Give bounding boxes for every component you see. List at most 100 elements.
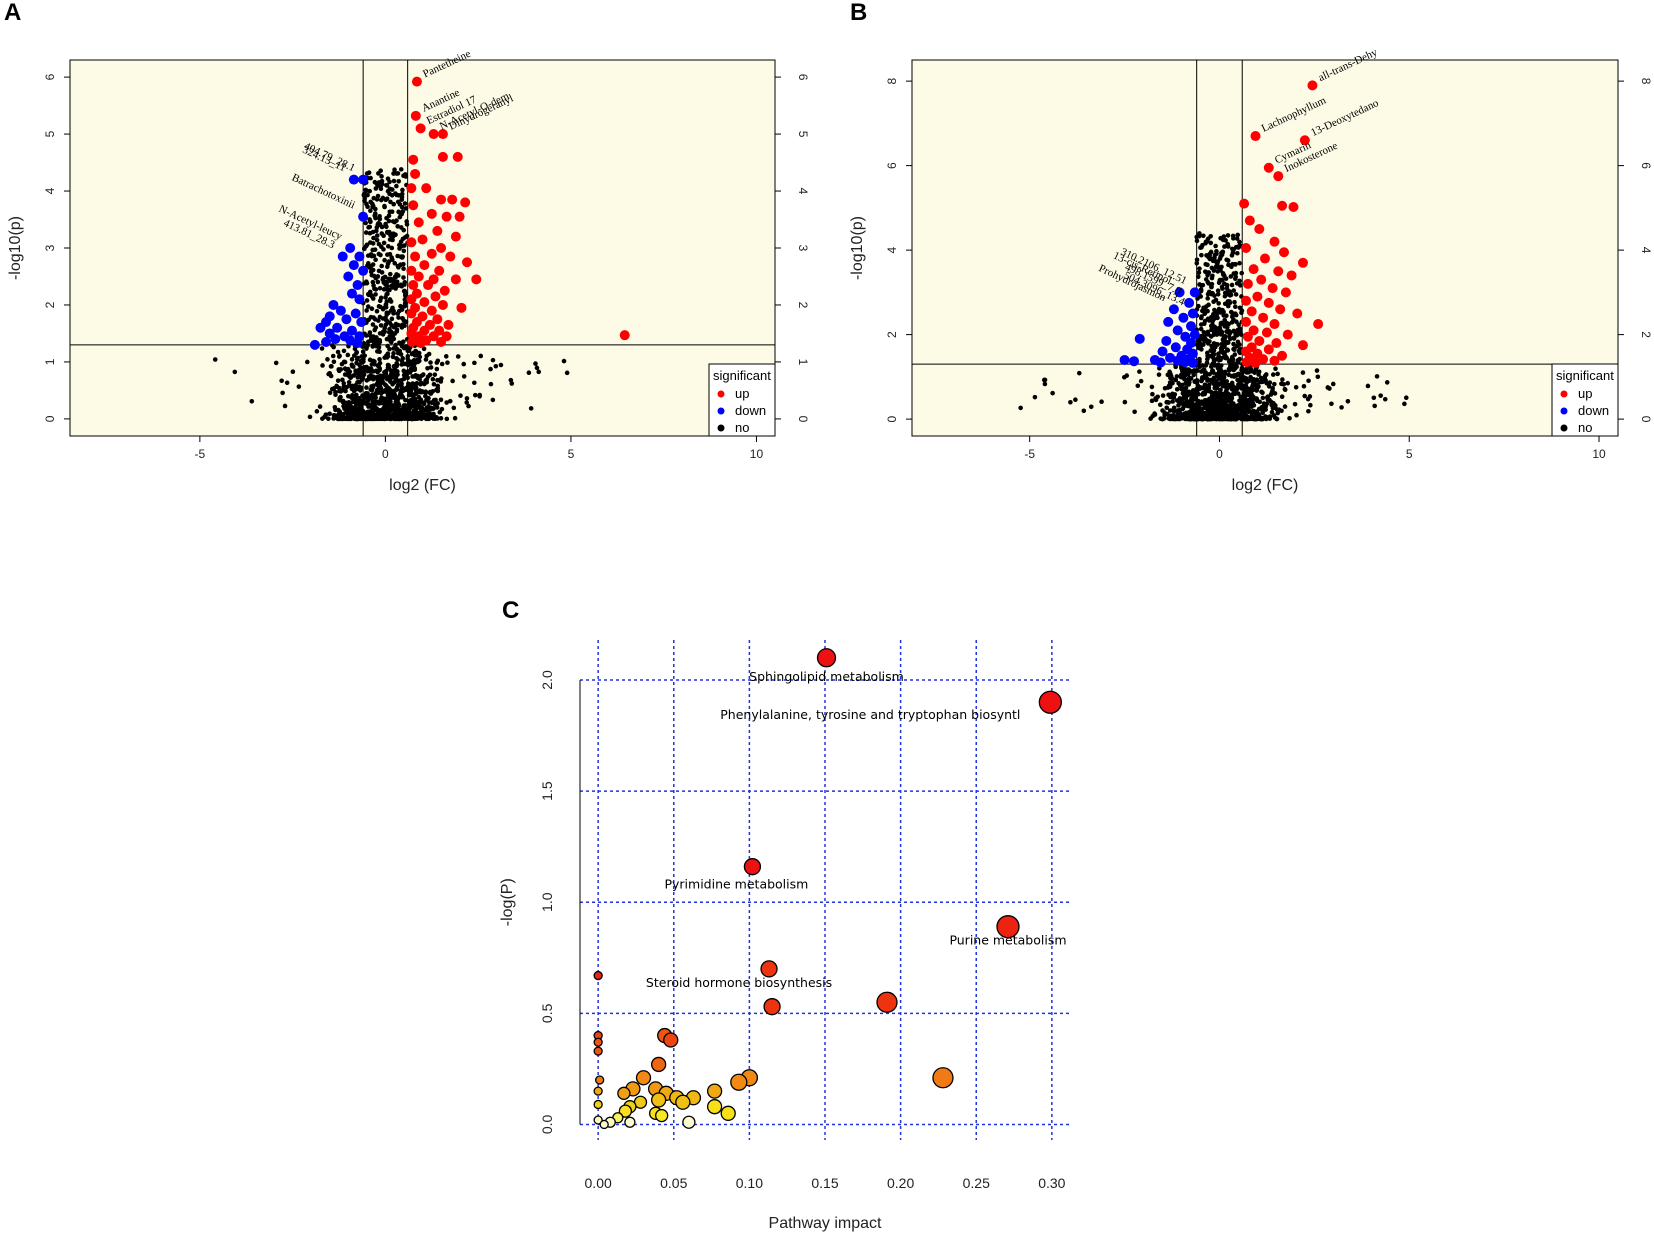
- point-no: [427, 406, 433, 411]
- point-no: [418, 397, 424, 402]
- point-no: [428, 360, 433, 365]
- point-no: [472, 380, 477, 386]
- x-tick-label: 0.00: [585, 1175, 612, 1191]
- point-no: [349, 363, 355, 369]
- point-no: [1254, 377, 1260, 382]
- point-no: [1219, 416, 1225, 422]
- x-tick-label: 0: [382, 447, 389, 461]
- point-no: [1203, 261, 1209, 267]
- point-up: [445, 251, 456, 262]
- point-no: [314, 409, 320, 414]
- point-no: [1223, 410, 1228, 416]
- point-no: [326, 416, 331, 422]
- point-no: [1160, 393, 1166, 398]
- point-no: [1196, 270, 1202, 275]
- point-no: [1153, 396, 1158, 401]
- non-significant-points: [1018, 231, 1409, 422]
- point-up: [436, 337, 447, 347]
- point-no: [1237, 398, 1242, 403]
- point-no: [391, 346, 397, 351]
- point-no: [380, 275, 386, 281]
- point-up: [426, 305, 437, 316]
- point-no: [319, 346, 325, 351]
- point-no: [358, 416, 364, 422]
- point-no: [391, 178, 397, 184]
- point-no: [564, 370, 570, 376]
- point-no: [421, 346, 427, 352]
- point-no: [399, 283, 405, 289]
- point-no: [376, 345, 382, 350]
- pathway-point: [663, 1032, 679, 1048]
- point-no: [1122, 399, 1128, 405]
- point-no: [342, 359, 348, 365]
- point-no: [329, 386, 335, 392]
- point-down: [354, 251, 365, 262]
- point-no: [432, 372, 438, 377]
- point-no: [396, 315, 401, 320]
- point-up: [1313, 319, 1324, 330]
- point-no: [1300, 370, 1306, 375]
- point-no: [337, 410, 343, 416]
- point-no: [347, 374, 352, 379]
- point-up: [436, 194, 447, 205]
- point-no: [1279, 381, 1284, 387]
- point-no: [1294, 412, 1299, 418]
- legend: significant up down no: [1551, 363, 1619, 437]
- x-axis-title: Pathway impact: [769, 1215, 882, 1232]
- point-no: [1374, 374, 1380, 379]
- point-no: [1232, 276, 1238, 281]
- point-up: [1273, 266, 1284, 277]
- point-no: [391, 364, 397, 369]
- point-no: [1211, 344, 1217, 349]
- point-up: [619, 330, 630, 341]
- point-up: [462, 257, 473, 268]
- point-up: [421, 183, 432, 194]
- point-no: [382, 257, 387, 263]
- point-no: [1187, 404, 1193, 409]
- point-no: [1177, 396, 1183, 401]
- point-down: [354, 294, 365, 305]
- point-no: [375, 349, 380, 354]
- y-axis-title: -log10(p): [7, 216, 24, 280]
- point-no: [1235, 358, 1241, 363]
- point-no: [1150, 391, 1155, 397]
- point-no: [1233, 270, 1239, 276]
- point-no: [394, 378, 399, 384]
- point-no: [370, 416, 376, 422]
- point-no: [1214, 263, 1219, 269]
- point-no: [378, 295, 384, 301]
- point-no: [1158, 416, 1163, 421]
- point-no: [1287, 415, 1292, 421]
- y-tick-label: 2.0: [539, 670, 555, 690]
- y-tick-label: 1: [43, 358, 57, 365]
- point-no: [387, 191, 392, 197]
- point-down: [348, 174, 359, 185]
- point-no: [1365, 383, 1371, 389]
- point-no: [1216, 280, 1222, 286]
- point-no: [401, 404, 406, 410]
- point-up: [1277, 200, 1288, 211]
- point-no: [344, 402, 350, 408]
- point-no: [1263, 416, 1269, 422]
- point-no: [353, 383, 358, 388]
- point-no: [1211, 258, 1216, 263]
- point-no: [1198, 294, 1203, 299]
- point-no: [1232, 304, 1238, 310]
- point-no: [1276, 407, 1282, 413]
- point-no: [1371, 395, 1377, 401]
- point-no: [385, 403, 391, 408]
- point-no: [362, 365, 368, 370]
- point-up: [1246, 306, 1257, 317]
- pathway-point: [617, 1086, 631, 1100]
- point-up: [1282, 329, 1293, 340]
- point-no: [1246, 369, 1251, 375]
- point-no: [392, 406, 398, 412]
- pathway-point: [635, 1070, 652, 1086]
- point-no: [373, 368, 379, 374]
- point-no: [377, 304, 383, 310]
- point-no: [1285, 380, 1291, 386]
- point-no: [1217, 389, 1223, 394]
- point-no: [1237, 326, 1243, 331]
- point-no: [1330, 381, 1336, 387]
- x-tick-label: 0.15: [811, 1175, 838, 1191]
